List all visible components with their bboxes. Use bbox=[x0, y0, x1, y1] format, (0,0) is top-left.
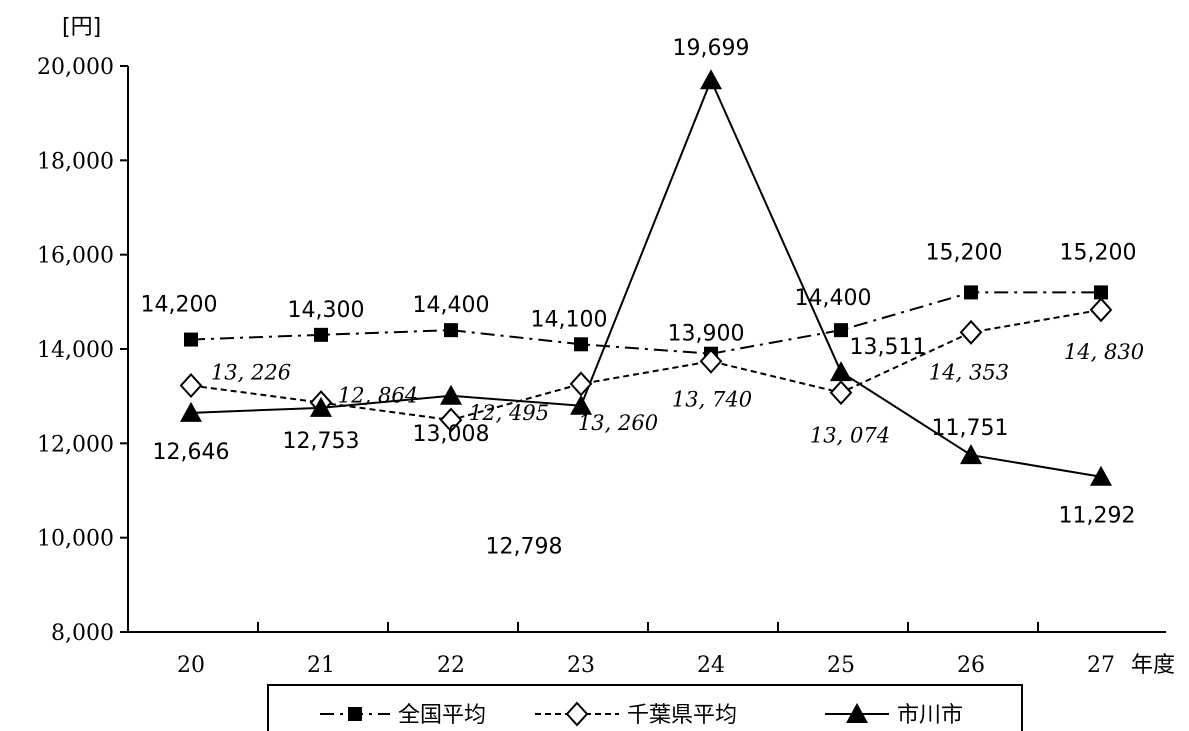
legend-label-2: 千葉県平均 bbox=[627, 703, 737, 728]
x-tick-label: 20 bbox=[177, 653, 205, 678]
data-label-s3-22: 13,008 bbox=[413, 422, 490, 447]
data-label-s2-20: 13, 226 bbox=[211, 361, 291, 385]
y-tick-label: 12,000 bbox=[37, 432, 114, 457]
data-point-s2-20 bbox=[179, 373, 203, 398]
y-axis-unit: [円] bbox=[62, 15, 101, 40]
data-point-s2-26 bbox=[959, 319, 983, 345]
legend-label-3: 市川市 bbox=[897, 703, 963, 728]
data-label-s3-25: 13,511 bbox=[850, 335, 927, 360]
data-point-s2-24 bbox=[699, 348, 723, 374]
legend-marker-3 bbox=[846, 703, 868, 723]
data-point-s1-22 bbox=[444, 323, 458, 338]
data-point-s3-27 bbox=[1090, 465, 1112, 486]
data-label-s2-22: 12, 495 bbox=[469, 401, 549, 425]
data-point-s3-23 bbox=[570, 394, 592, 415]
data-label-s2-26: 14, 353 bbox=[929, 360, 1009, 384]
data-label-s1-22: 14,400 bbox=[413, 293, 490, 318]
series-line-1 bbox=[190, 291, 1101, 355]
series-lines bbox=[190, 77, 1102, 478]
series-markers bbox=[179, 69, 1113, 486]
data-point-s3-26 bbox=[960, 444, 982, 465]
x-tick-label: 24 bbox=[697, 653, 725, 678]
data-label-s3-27: 11,292 bbox=[1059, 504, 1136, 529]
y-tick-label: 10,000 bbox=[37, 527, 114, 552]
x-tick-label: 25 bbox=[827, 653, 855, 678]
x-axis-unit: 年度 bbox=[1131, 653, 1175, 678]
data-label-s3-24: 19,699 bbox=[673, 36, 750, 61]
data-label-s3-21: 12,753 bbox=[283, 429, 360, 454]
data-labels: 14,200 14,300 14,400 14,100 13,900 14,400 15,2… bbox=[141, 36, 1145, 559]
data-label-s3-26: 11,751 bbox=[932, 416, 1009, 441]
data-point-s2-23 bbox=[569, 371, 593, 397]
x-ticks: 20 21 22 23 24 25 26 27 bbox=[177, 622, 1115, 678]
legend-box bbox=[267, 684, 1023, 731]
legend: 全国平均 千葉県平均 市川市 bbox=[267, 684, 1023, 731]
y-tick-label: 8,000 bbox=[51, 621, 114, 646]
x-tick-label: 23 bbox=[567, 653, 595, 678]
data-label-s2-27: 14, 830 bbox=[1064, 340, 1144, 364]
data-point-s3-24 bbox=[700, 69, 722, 90]
data-point-s1-23 bbox=[574, 337, 588, 352]
x-tick-label: 27 bbox=[1087, 653, 1115, 678]
data-point-s1-26 bbox=[964, 285, 978, 300]
data-label-s2-24: 13, 740 bbox=[672, 387, 752, 411]
series-line-3 bbox=[190, 77, 1102, 478]
data-point-s1-25 bbox=[834, 323, 848, 338]
data-label-s3-20: 12,646 bbox=[153, 440, 230, 465]
data-point-s1-21 bbox=[314, 327, 328, 342]
data-point-s2-27 bbox=[1089, 297, 1113, 323]
x-tick-label: 21 bbox=[307, 653, 335, 678]
data-point-s3-25 bbox=[830, 361, 852, 382]
data-label-s1-25: 14,400 bbox=[795, 286, 872, 311]
data-point-s1-20 bbox=[184, 332, 198, 347]
data-label-s1-23: 14,100 bbox=[531, 307, 608, 332]
data-point-s3-21 bbox=[310, 396, 332, 417]
data-label-s1-21: 14,300 bbox=[288, 298, 365, 323]
y-tick-label: 14,000 bbox=[37, 338, 114, 363]
data-label-s2-25: 13, 074 bbox=[810, 424, 890, 448]
legend-label-1: 全国平均 bbox=[398, 703, 486, 728]
y-tick-label: 20,000 bbox=[37, 55, 114, 80]
data-label-s1-20: 14,200 bbox=[141, 293, 218, 318]
x-tick-label: 26 bbox=[957, 653, 985, 678]
data-label-s1-24: 13,900 bbox=[668, 322, 745, 347]
legend-marker-1 bbox=[348, 707, 362, 721]
data-label-s1-27: 15,200 bbox=[1060, 240, 1137, 265]
data-point-s2-22 bbox=[439, 407, 463, 433]
data-label-s2-23: 13, 260 bbox=[578, 411, 658, 435]
x-tick-label: 22 bbox=[437, 653, 465, 678]
y-ticks: 8,000 10,000 12,000 14,000 16,000 18,000 20,00… bbox=[37, 55, 128, 646]
y-tick-label: 16,000 bbox=[37, 244, 114, 269]
data-point-s3-22 bbox=[440, 384, 462, 405]
data-label-s2-21: 12, 864 bbox=[338, 384, 418, 408]
data-label-s1-26: 15,200 bbox=[926, 240, 1003, 265]
data-point-s3-20 bbox=[180, 401, 202, 422]
data-point-s2-25 bbox=[829, 380, 853, 406]
legend-marker-2 bbox=[565, 701, 589, 727]
data-label-s3-23: 12,798 bbox=[486, 535, 563, 560]
data-point-s1-27 bbox=[1094, 285, 1108, 300]
y-tick-label: 18,000 bbox=[37, 149, 114, 174]
